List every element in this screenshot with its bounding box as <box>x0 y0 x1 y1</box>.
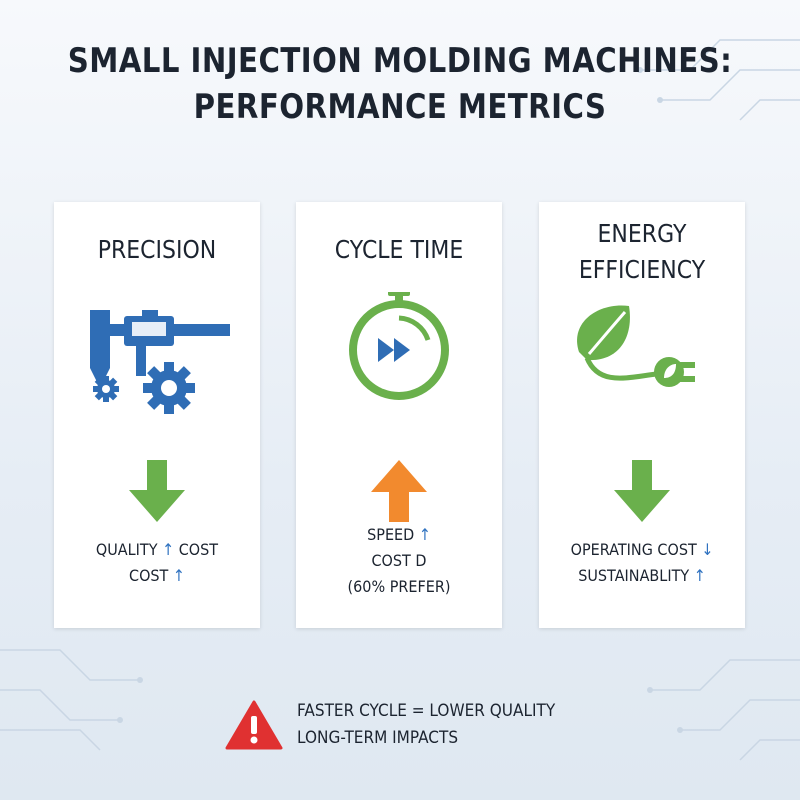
arrow-glyph: ↓ <box>701 540 714 559</box>
warning-text: FASTER CYCLE = LOWER QUALITY LONG-TERM I… <box>297 698 555 752</box>
arrow-glyph: ↑ <box>162 540 175 559</box>
card-title-line: CYCLE TIME <box>334 235 464 264</box>
card: PRECISION QUALITY ↑ COST COST ↑ <box>54 202 260 628</box>
arrow-glyph: ↑ <box>418 525 431 544</box>
card-line: QUALITY ↑ COST <box>95 540 219 559</box>
card-line: COST ↑ <box>129 566 185 585</box>
warning: FASTER CYCLE = LOWER QUALITY LONG-TERM I… <box>225 700 555 754</box>
card-line: OPERATING COST ↓ <box>570 540 714 559</box>
card-lines: OPERATING COST ↓ SUSTAINABLITY ↑ <box>539 537 745 589</box>
title: SMALL INJECTION MOLDING MACHINES: PERFOR… <box>56 38 744 130</box>
card: ENERGY EFFICIENCY OPERATING COST ↓ SUSTA… <box>539 202 745 628</box>
warning-icon <box>225 700 283 750</box>
stopwatch-icon <box>349 292 449 400</box>
caliper-icon <box>90 310 230 414</box>
card-title-line: ENERGY <box>597 219 687 248</box>
card-lines: SPEED ↑ COST D (60% PREFER) <box>296 522 502 600</box>
card-title: ENERGY EFFICIENCY <box>551 216 732 288</box>
card: CYCLE TIME SPEED ↑ COST D (60% PREFER) <box>296 202 502 628</box>
arrow-glyph: ↑ <box>172 566 185 585</box>
card-line: COST D <box>371 551 427 570</box>
card-lines: QUALITY ↑ COST COST ↑ <box>54 537 260 589</box>
up-arrow <box>371 460 427 522</box>
title-line: SMALL INJECTION MOLDING MACHINES: <box>67 41 733 81</box>
down-arrow <box>614 460 670 522</box>
card-line: SUSTAINABLITY ↑ <box>578 566 706 585</box>
card-line: (60% PREFER) <box>347 577 451 596</box>
card-line: SPEED ↑ <box>367 525 431 544</box>
card-title: PRECISION <box>66 232 247 268</box>
leaf-plug-icon <box>577 305 695 387</box>
card-title: CYCLE TIME <box>308 232 489 268</box>
down-arrow <box>129 460 185 522</box>
warning-line: FASTER CYCLE = LOWER QUALITY <box>297 701 556 721</box>
card-title-line: PRECISION <box>97 235 217 264</box>
title-line: PERFORMANCE METRICS <box>193 87 607 127</box>
arrow-glyph: ↑ <box>693 566 706 585</box>
warning-line: LONG-TERM IMPACTS <box>297 728 459 748</box>
card-title-line: EFFICIENCY <box>578 255 706 284</box>
